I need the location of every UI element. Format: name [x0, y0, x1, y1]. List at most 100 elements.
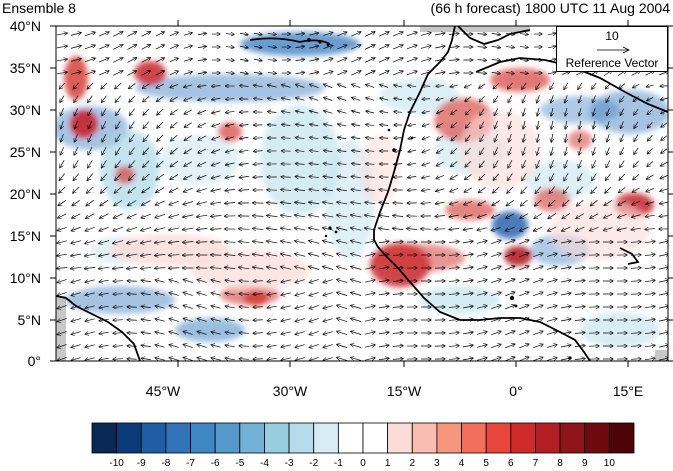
wind-vector: [394, 138, 403, 139]
wind-vector: [378, 280, 389, 282]
wind-vector: [267, 241, 278, 243]
wind-vector: [551, 107, 553, 116]
wind-vector: [560, 280, 571, 282]
wind-vector: [155, 319, 165, 321]
colorbar-swatch: [288, 422, 315, 454]
wind-vector: [634, 108, 639, 115]
wind-vector: [591, 186, 598, 193]
wind-vector: [184, 148, 192, 154]
wind-vector: [560, 267, 571, 269]
wind-vector: [128, 200, 137, 205]
wind-vector: [547, 306, 557, 309]
wind-vector: [323, 32, 332, 36]
wind-vector: [239, 59, 248, 60]
wind-vector: [115, 95, 121, 102]
wind-vector: [309, 331, 319, 334]
wind-vector: [422, 137, 430, 140]
wind-vector: [564, 159, 568, 168]
colorbar-tick-label: 4: [458, 458, 465, 469]
wind-vector: [87, 173, 94, 181]
axis-ticks: [50, 20, 673, 367]
wind-vector: [141, 267, 152, 268]
wind-vector: [309, 202, 320, 204]
wind-vector: [392, 45, 403, 50]
wind-vector: [197, 33, 206, 34]
wind-vector: [451, 97, 458, 100]
wind-vector: [537, 120, 539, 129]
wind-vector: [295, 46, 305, 47]
anomaly-blob: [175, 318, 245, 342]
wind-vector: [295, 241, 306, 243]
wind-vector: [547, 72, 556, 74]
wind-vector: [141, 306, 151, 308]
wind-vector: [226, 111, 235, 112]
wind-vector: [337, 318, 348, 322]
wind-vector: [171, 147, 178, 154]
wind-vector: [212, 98, 221, 100]
wind-vector: [422, 111, 430, 113]
wind-vector: [127, 254, 138, 256]
wind-vector: [494, 147, 499, 154]
wind-vector: [155, 45, 164, 50]
wind-vector: [533, 357, 543, 361]
lat-tick-label: 15°N: [9, 228, 41, 244]
wind-vector: [658, 332, 668, 334]
wind-vector: [364, 45, 375, 50]
wind-vector: [630, 307, 641, 308]
wind-vector: [155, 332, 165, 334]
wind-vector: [129, 108, 135, 116]
wind-vector: [225, 47, 234, 48]
wind-vector: [506, 213, 515, 218]
wind-vector: [239, 359, 249, 360]
wind-vector: [630, 255, 641, 256]
wind-vector: [212, 86, 221, 87]
wind-vector: [477, 34, 487, 35]
wind-vector: [309, 344, 319, 347]
wind-vector: [576, 226, 585, 231]
wind-vector: [267, 34, 276, 35]
wind-vector: [537, 146, 539, 155]
wind-vector: [225, 255, 236, 256]
wind-vector: [239, 333, 249, 334]
wind-vector: [142, 173, 150, 180]
wind-vector: [239, 72, 248, 73]
wind-vector: [579, 120, 581, 129]
wind-vector: [576, 213, 585, 219]
wind-vector: [521, 186, 528, 194]
wind-vector: [127, 346, 137, 347]
wind-vector: [253, 333, 263, 334]
wind-vector: [169, 332, 179, 335]
wind-vector: [197, 293, 207, 296]
wind-vector: [323, 163, 333, 164]
wind-vector: [549, 186, 555, 194]
wind-vector: [71, 226, 81, 230]
wind-vector: [508, 82, 513, 89]
wind-vector: [85, 332, 95, 334]
wind-vector: [547, 59, 556, 61]
wind-vector: [309, 215, 320, 217]
wind-vector: [450, 85, 458, 87]
wind-vector: [365, 306, 375, 308]
wind-vector: [448, 333, 459, 334]
wind-vector: [519, 266, 529, 271]
wind-vector: [212, 136, 221, 139]
wind-vector: [281, 177, 291, 178]
wind-vector: [116, 121, 121, 128]
wind-vector: [658, 241, 668, 243]
wind-vector: [578, 173, 583, 180]
colorbar-tick-label: -10: [109, 458, 124, 469]
wind-vector: [239, 320, 249, 321]
wind-vector: [574, 293, 585, 294]
wind-vector: [211, 306, 221, 308]
wind-vector: [491, 331, 501, 336]
wind-vector: [437, 110, 444, 113]
wind-vector: [408, 124, 416, 125]
wind-vector: [267, 60, 276, 61]
wind-vector: [658, 254, 668, 256]
lat-tick-label: 35°N: [9, 60, 41, 76]
wind-vector: [169, 319, 179, 322]
wind-vector: [169, 255, 180, 256]
wind-vector: [184, 122, 192, 128]
wind-vector: [448, 268, 459, 269]
